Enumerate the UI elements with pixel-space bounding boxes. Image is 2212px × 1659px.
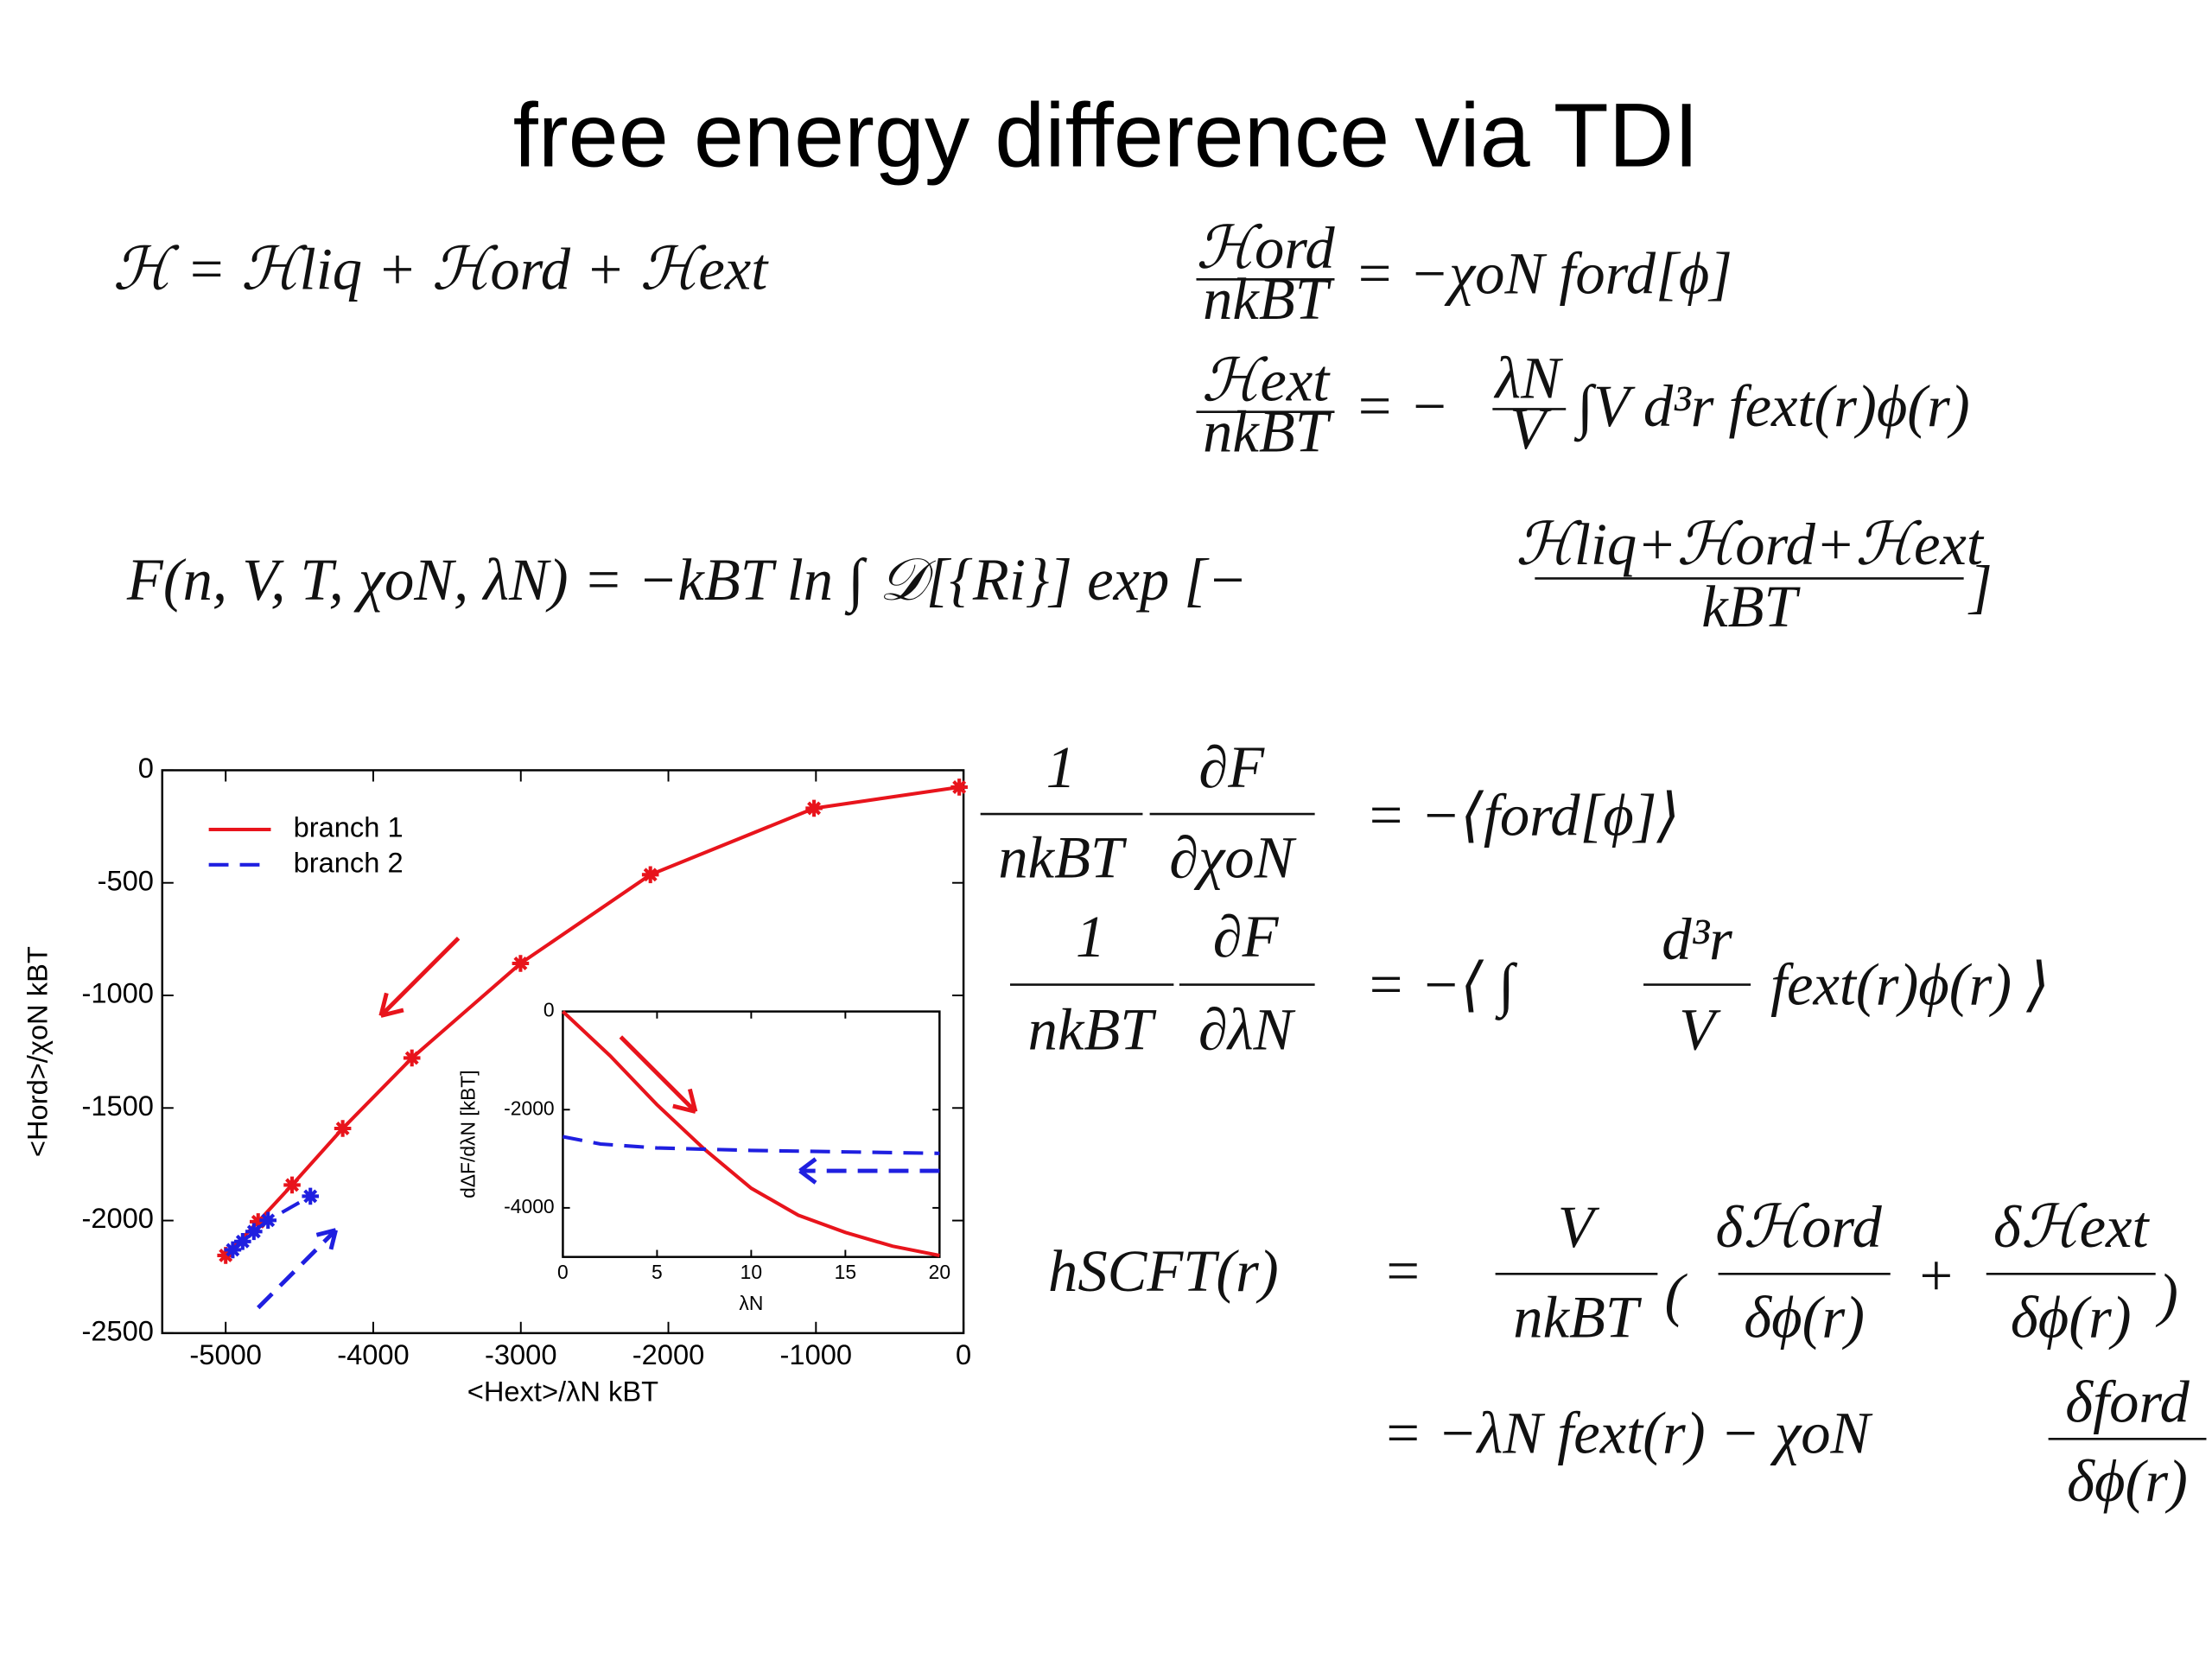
denominator: ∂λN <box>1198 997 1296 1063</box>
x-axis-label: <Hext>/λN kBT <box>467 1376 658 1408</box>
data-point <box>234 1233 251 1250</box>
equation: ∫V d³r fext(r)ϕ(r) <box>1573 373 1969 442</box>
denominator: δϕ(r) <box>1744 1285 1865 1351</box>
equation: F(n, V, T, χoN, λN) = −kBT ln ∫ 𝒟[{Ri}] … <box>126 547 1247 616</box>
denominator: δϕ(r) <box>2011 1285 2132 1351</box>
y-tick-label: -500 <box>98 864 154 896</box>
data-point <box>641 866 659 884</box>
plot-frame <box>562 1010 941 1258</box>
slide-title: free energy difference via TDI <box>513 86 1699 187</box>
bracket: ] <box>1967 554 1993 620</box>
y-tick-label: -1500 <box>81 1090 153 1122</box>
arrow <box>257 1228 338 1310</box>
denominator: δϕ(r) <box>2067 1448 2188 1514</box>
arrow <box>378 936 461 1018</box>
x-tick-label: -5000 <box>189 1338 261 1370</box>
plus: + <box>1916 1243 1955 1308</box>
denominator: nkBT <box>1203 266 1332 332</box>
numerator: 1 <box>1046 734 1076 800</box>
y-tick-label: 0 <box>543 999 555 1021</box>
plot: 0 5 10 15 20 -4000 -2000 0 λN dΔF/dλN [kBT] <box>457 999 950 1315</box>
denominator: nkBT <box>998 825 1128 891</box>
numerator: ℋext <box>1202 348 1332 414</box>
data-point <box>302 1187 320 1205</box>
data-point <box>249 1213 267 1230</box>
x-tick-label: -2000 <box>632 1338 704 1370</box>
y-axis-label: dΔF/dλN [kBT] <box>457 1070 480 1198</box>
numerator: d³r <box>1662 906 1732 972</box>
data-point <box>805 799 823 817</box>
paren: ) <box>2155 1262 2178 1328</box>
x-tick-label: 15 <box>835 1261 856 1283</box>
x-tick-label: -3000 <box>485 1338 556 1370</box>
numerator: ∂F <box>1198 734 1265 800</box>
data-line <box>562 1010 940 1257</box>
denominator: kBT <box>1701 574 1801 639</box>
equation: ℋ = ℋliq + ℋord + ℋext <box>113 237 770 302</box>
legend-label: branch 1 <box>294 811 404 843</box>
numerator: λN <box>1493 345 1563 410</box>
denominator: ∂χoN <box>1169 825 1296 891</box>
numerator: δℋord <box>1715 1194 1882 1260</box>
numerator: V <box>1558 1194 1600 1260</box>
numerator: δℋext <box>1993 1194 2150 1260</box>
arrows <box>257 936 940 1310</box>
data-point <box>512 955 530 972</box>
equation: hSCFT(r) <box>1048 1238 1279 1304</box>
x-tick-label: 0 <box>956 1338 971 1370</box>
x-tick-label: 20 <box>929 1261 950 1283</box>
denominator: nkBT <box>1513 1285 1643 1351</box>
data-line <box>563 1135 940 1155</box>
numerator: ℋliq+ℋord+ℋext <box>1516 512 1985 577</box>
numerator: 1 <box>1076 904 1105 969</box>
y-tick-label: -2000 <box>504 1096 554 1119</box>
data-point <box>403 1049 421 1067</box>
data-point <box>334 1120 352 1137</box>
data-point <box>224 1241 242 1259</box>
y-axis-label: <Hord>/χoN kBT <box>21 946 53 1157</box>
equation: = −⟨ ∫ <box>1365 951 1518 1020</box>
x-tick-label: -4000 <box>337 1338 409 1370</box>
data-point <box>950 779 968 796</box>
paren: ( <box>1665 1262 1688 1328</box>
data-point <box>217 1247 234 1264</box>
arrow <box>798 1156 940 1185</box>
x-tick-label: 0 <box>557 1261 569 1283</box>
x-axis-label: λN <box>739 1292 763 1314</box>
equation: = −λN fext(r) − χoN <box>1382 1401 1873 1466</box>
arrow <box>619 1035 698 1114</box>
y-tick-label: -2000 <box>81 1202 153 1234</box>
denominator: V <box>1510 396 1552 461</box>
denominator: V <box>1679 997 1721 1063</box>
charts: -5000 -4000 -3000 -2000 -1000 0-2500-2000-150… <box>21 752 971 1408</box>
data-point <box>283 1176 301 1194</box>
denominator: nkBT <box>1203 398 1332 464</box>
numerator: ∂F <box>1213 904 1280 969</box>
y-tick-label: -4000 <box>504 1195 554 1217</box>
y-tick-label: 0 <box>138 752 154 784</box>
x-tick-label: 5 <box>652 1261 663 1283</box>
y-tick-label: -2500 <box>81 1314 153 1346</box>
legend-label: branch 2 <box>294 846 404 878</box>
equation: fext(r)ϕ(r) ⟩ <box>1770 951 2050 1017</box>
denominator: nkBT <box>1028 997 1158 1063</box>
numerator: ℋord <box>1196 215 1335 281</box>
x-tick-label: 10 <box>741 1261 762 1283</box>
equation: = −χoN ford[ϕ] <box>1354 241 1732 307</box>
equation: = − <box>1354 373 1449 439</box>
equation: = <box>1382 1238 1422 1304</box>
numerator: δford <box>2065 1370 2190 1435</box>
x-tick-label: -1000 <box>780 1338 852 1370</box>
data-point <box>259 1211 277 1230</box>
data-point <box>245 1223 263 1241</box>
equation: = −⟨ford[ϕ]⟩ <box>1365 783 1680 849</box>
y-tick-label: -1000 <box>81 977 153 1009</box>
